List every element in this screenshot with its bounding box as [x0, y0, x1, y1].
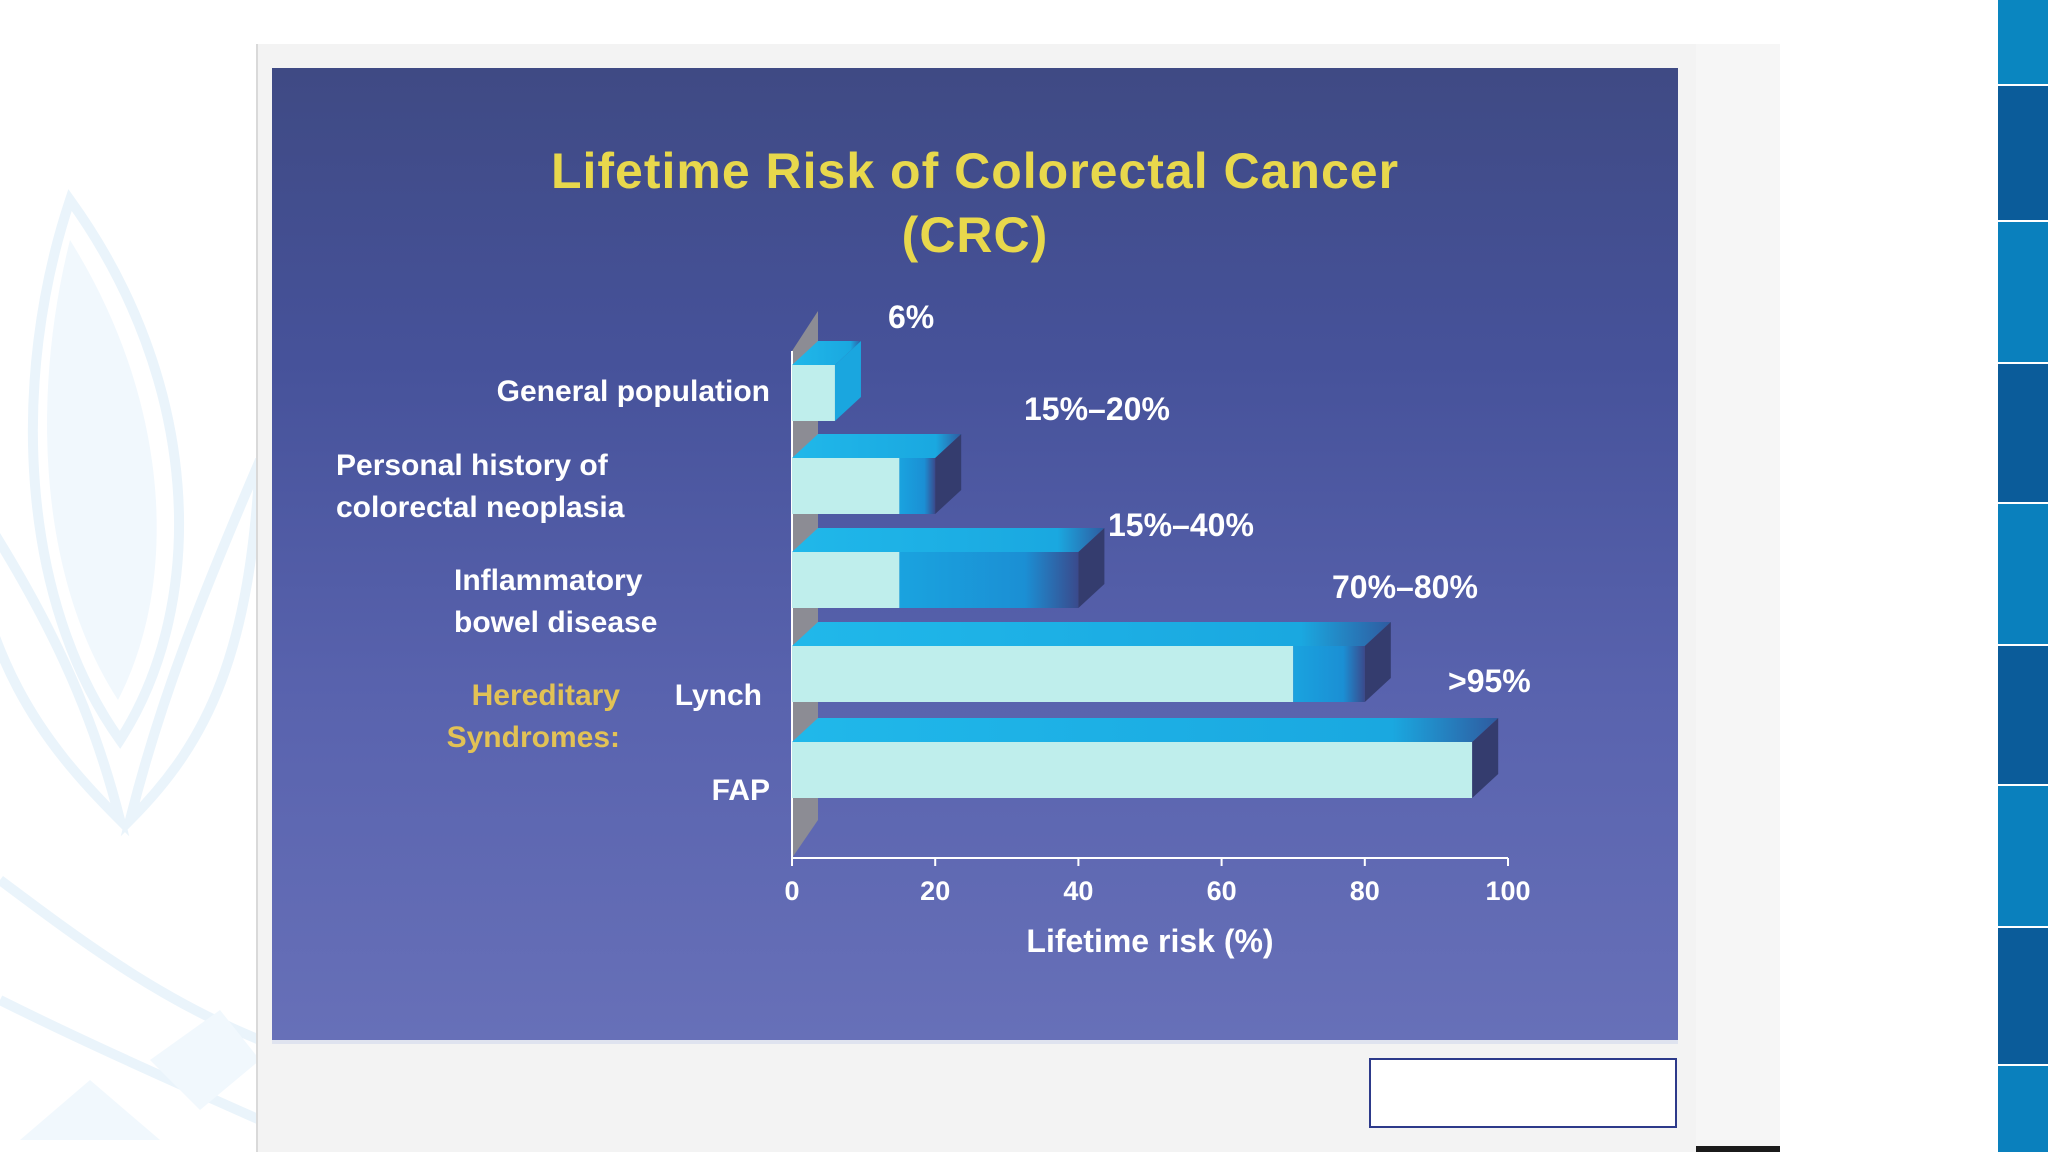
- bar-2: [792, 552, 900, 608]
- group-label-line-1: Hereditary: [472, 679, 621, 712]
- bar-3: [792, 646, 1294, 702]
- background-leaf-motif: [0, 189, 260, 1140]
- bar-top-3: [792, 622, 1391, 646]
- bar-range-1: [899, 458, 936, 514]
- value-label-2: 15%–40%: [1108, 507, 1254, 543]
- footer-empty-box: [1369, 1058, 1677, 1128]
- category-label-1-line-1: Personal history of: [336, 449, 609, 482]
- x-tick-label-100: 100: [1485, 876, 1530, 906]
- x-tick-label-0: 0: [784, 876, 799, 906]
- bar-0: [792, 365, 835, 421]
- chart-title-line-1: Lifetime Risk of Colorectal Cancer: [550, 143, 1400, 199]
- chart-slide: Lifetime Risk of Colorectal Cancer (CRC)…: [272, 68, 1678, 1040]
- value-label-3: 70%–80%: [1332, 569, 1478, 605]
- bar-end-1: [935, 434, 962, 514]
- bar-top-1: [792, 434, 962, 458]
- bar-top-0: [792, 341, 861, 365]
- bar-range-3: [1293, 646, 1365, 702]
- category-label-1-line-2: colorectal neoplasia: [336, 491, 625, 524]
- x-tick-label-20: 20: [920, 876, 950, 906]
- x-axis-label: Lifetime risk (%): [1026, 923, 1273, 959]
- value-label-1: 15%–20%: [1024, 391, 1170, 427]
- bar-top-2: [792, 528, 1105, 552]
- x-tick-label-40: 40: [1063, 876, 1093, 906]
- group-label-line-2: Syndromes:: [447, 721, 620, 754]
- category-label-2-line-2: bowel disease: [454, 606, 657, 639]
- bar-range-2: [899, 552, 1079, 608]
- page-edge: [1696, 44, 1780, 1152]
- right-color-strip: [1998, 0, 2048, 1152]
- value-label-0: 6%: [888, 299, 934, 335]
- bar-chart: 0 20 40 60 80 100 Lifetime risk (%) 6% 15%–20% 15…: [336, 299, 1531, 959]
- bar-1: [792, 458, 900, 514]
- chart-title-line-2: (CRC): [901, 207, 1049, 263]
- x-tick-label-60: 60: [1207, 876, 1237, 906]
- bottom-rule: [1696, 1146, 1780, 1152]
- bar-end-4: [1472, 718, 1499, 798]
- category-label-3: Lynch: [675, 679, 762, 712]
- bar-end-3: [1364, 622, 1391, 702]
- category-label-0: General population: [497, 375, 770, 408]
- bar-4: [792, 742, 1473, 798]
- x-tick-label-80: 80: [1350, 876, 1380, 906]
- bar-end-0: [834, 341, 861, 421]
- value-label-4: >95%: [1448, 663, 1531, 699]
- bar-top-4: [792, 718, 1499, 742]
- category-label-2-line-1: Inflammatory: [454, 564, 643, 597]
- category-label-4: FAP: [712, 774, 770, 807]
- bar-end-2: [1078, 528, 1105, 608]
